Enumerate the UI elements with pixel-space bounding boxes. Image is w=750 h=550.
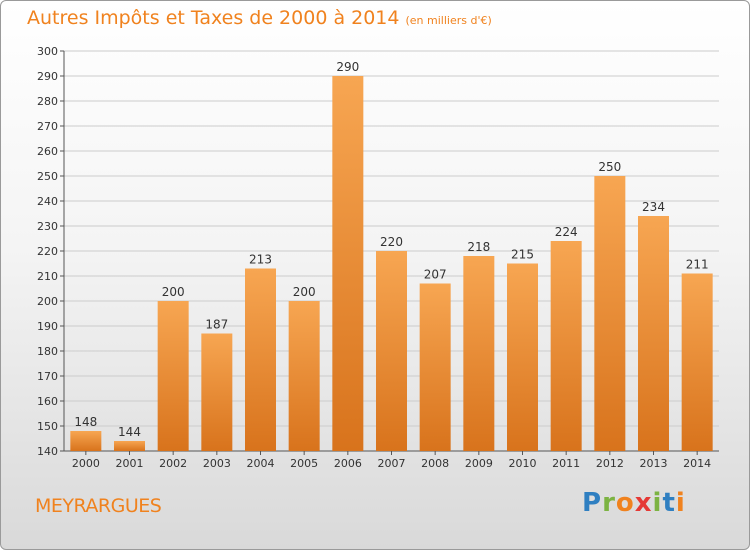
bar bbox=[288, 301, 320, 451]
data-label: 215 bbox=[511, 248, 534, 262]
x-tick-label: 2002 bbox=[159, 457, 187, 470]
x-tick-labels: 2000 2001 2002 2003 2004 2005 2006 2007 2008 2009… bbox=[72, 451, 711, 470]
x-tick-label: 2007 bbox=[378, 457, 406, 470]
data-label: 234 bbox=[642, 200, 665, 214]
y-tick-label: 140 bbox=[37, 445, 58, 458]
x-tick-label: 2006 bbox=[334, 457, 362, 470]
y-tick-label: 290 bbox=[37, 70, 58, 83]
data-label: 207 bbox=[424, 268, 447, 282]
x-tick-label: 2014 bbox=[683, 457, 711, 470]
y-tick-label: 240 bbox=[37, 195, 58, 208]
data-label: 148 bbox=[74, 415, 97, 429]
x-tick-label: 2010 bbox=[509, 457, 537, 470]
logo-letter: x bbox=[634, 488, 653, 518]
proxiti-logo[interactable]: Proxiti bbox=[582, 488, 686, 518]
data-label: 213 bbox=[249, 253, 272, 267]
y-tick-label: 210 bbox=[37, 270, 58, 283]
data-label: 250 bbox=[598, 160, 621, 174]
y-tick-label: 180 bbox=[37, 345, 58, 358]
bar bbox=[681, 273, 713, 451]
x-tick-label: 2012 bbox=[596, 457, 624, 470]
data-label: 144 bbox=[118, 425, 141, 439]
bar bbox=[507, 263, 538, 451]
data-label: 220 bbox=[380, 235, 403, 249]
logo-letter: r bbox=[602, 488, 616, 518]
y-tick-label: 230 bbox=[37, 220, 58, 233]
x-tick-label: 2013 bbox=[640, 457, 668, 470]
x-tick-label: 2001 bbox=[116, 457, 144, 470]
data-label: 224 bbox=[555, 225, 578, 239]
x-tick-label: 2009 bbox=[465, 457, 493, 470]
logo-letter: t bbox=[662, 488, 676, 518]
y-tick-label: 190 bbox=[37, 320, 58, 333]
bar bbox=[245, 268, 276, 451]
y-tick-label: 200 bbox=[37, 295, 58, 308]
x-tick-label: 2011 bbox=[552, 457, 580, 470]
bar bbox=[376, 251, 407, 451]
x-tick-label: 2003 bbox=[203, 457, 231, 470]
data-label: 200 bbox=[162, 285, 185, 299]
data-label: 290 bbox=[336, 60, 359, 74]
x-tick-label: 2008 bbox=[421, 457, 449, 470]
bar bbox=[550, 241, 582, 451]
logo-letter: o bbox=[615, 488, 635, 518]
bar bbox=[463, 256, 495, 451]
y-tick-label: 300 bbox=[37, 45, 58, 58]
chart-title-text: Autres Impôts et Taxes de 2000 à 2014 bbox=[27, 7, 400, 29]
data-label: 211 bbox=[686, 258, 709, 272]
data-label: 218 bbox=[467, 240, 490, 254]
x-tick-label: 2000 bbox=[72, 457, 100, 470]
data-labels: 148 144 200 187 213 200 290 220 207 218 215 224 250 2… bbox=[74, 60, 708, 439]
y-tick-label: 250 bbox=[37, 170, 58, 183]
x-tick-label: 2004 bbox=[247, 457, 275, 470]
bar bbox=[114, 441, 145, 451]
bar bbox=[332, 76, 364, 451]
logo-letter: i bbox=[675, 488, 686, 518]
logo-letter: P bbox=[582, 488, 603, 518]
bar bbox=[638, 216, 669, 451]
y-tick-label: 220 bbox=[37, 245, 58, 258]
x-tick-label: 2005 bbox=[290, 457, 318, 470]
bars bbox=[70, 76, 713, 451]
bar bbox=[70, 431, 102, 451]
logo-letter: i bbox=[652, 488, 663, 518]
chart-subtitle: (en milliers d'€) bbox=[405, 14, 492, 27]
commune-name: MEYRARGUES bbox=[35, 495, 162, 517]
y-tick-label: 270 bbox=[37, 120, 58, 133]
bar bbox=[201, 333, 233, 451]
y-tick-labels: 140 150 160 170 180 190 200 210 220 230 240 250 260 2… bbox=[37, 45, 58, 458]
data-label: 187 bbox=[205, 318, 228, 332]
bar bbox=[419, 283, 451, 451]
y-tick-label: 170 bbox=[37, 370, 58, 383]
y-tick-label: 160 bbox=[37, 395, 58, 408]
bar bbox=[594, 176, 626, 451]
data-label: 200 bbox=[293, 285, 316, 299]
y-tick-label: 150 bbox=[37, 420, 58, 433]
bar bbox=[157, 301, 189, 451]
y-tick-label: 280 bbox=[37, 95, 58, 108]
y-tick-label: 260 bbox=[37, 145, 58, 158]
chart-title: Autres Impôts et Taxes de 2000 à 2014 (en… bbox=[27, 7, 492, 29]
